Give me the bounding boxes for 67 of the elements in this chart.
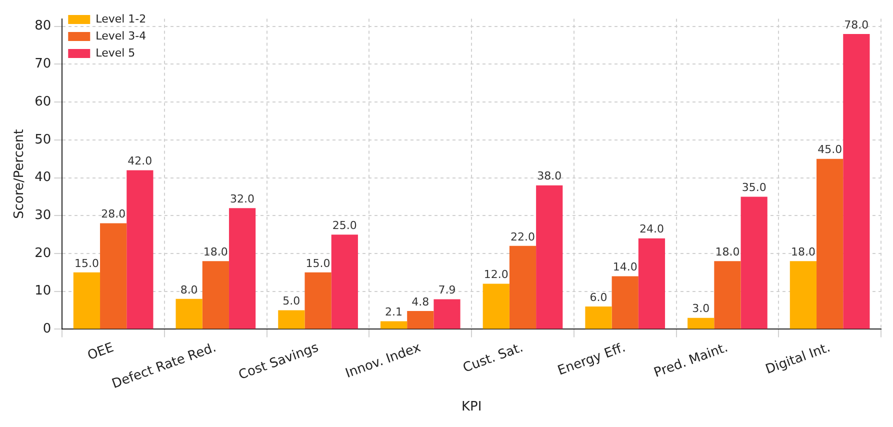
data-label: 14.0 <box>612 260 638 274</box>
data-label: 6.0 <box>590 290 608 304</box>
data-label: 15.0 <box>74 256 99 270</box>
data-label: 15.0 <box>306 256 330 270</box>
bar <box>816 158 844 329</box>
y-tick-label: 80 <box>34 18 52 34</box>
bar <box>482 284 510 329</box>
data-label: 4.8 <box>412 295 430 308</box>
bar <box>790 261 817 329</box>
data-label: 22.0 <box>510 230 535 244</box>
bar <box>278 310 305 329</box>
data-label: 12.0 <box>484 268 508 282</box>
bar <box>612 276 638 329</box>
y-tick-label: 10 <box>34 284 52 299</box>
data-label: 45.0 <box>818 143 842 156</box>
bar <box>202 261 229 329</box>
data-label: 5.0 <box>282 294 300 308</box>
bar <box>536 185 563 329</box>
y-axis-title: Score/Percent <box>12 129 28 219</box>
x-axis-title: KPI <box>461 400 482 415</box>
bar <box>331 234 358 329</box>
data-label: 18.0 <box>203 245 228 258</box>
bar <box>380 321 408 329</box>
data-label: 18.0 <box>715 245 740 258</box>
bar <box>407 311 434 329</box>
data-label: 78.0 <box>844 18 869 32</box>
y-tick-label: 20 <box>34 246 52 261</box>
bar <box>100 223 127 329</box>
bar <box>73 272 100 329</box>
data-label: 18.0 <box>790 245 816 258</box>
data-label: 42.0 <box>128 154 152 168</box>
bar <box>688 318 714 329</box>
y-tick-label: 40 <box>34 170 52 186</box>
bar <box>714 261 741 329</box>
bar <box>638 238 666 329</box>
x-tick-label: Innov. Index <box>344 340 424 382</box>
y-tick-label: 70 <box>34 56 52 72</box>
bar <box>434 299 460 329</box>
bar <box>176 298 202 329</box>
data-label: 8.0 <box>180 283 198 296</box>
data-label: 3.0 <box>692 302 710 316</box>
bar <box>509 246 536 329</box>
data-label: 24.0 <box>639 222 664 236</box>
bar <box>843 34 870 329</box>
bar <box>585 306 612 329</box>
legend-label: Level 1-2 <box>96 12 146 26</box>
data-label: 2.1 <box>385 306 403 319</box>
data-label: 7.9 <box>438 284 456 297</box>
bar <box>740 196 768 329</box>
y-tick-label: 0 <box>42 322 52 337</box>
bar <box>304 272 332 329</box>
data-label: 25.0 <box>332 218 357 232</box>
data-label: 35.0 <box>742 181 766 194</box>
y-tick-label: 50 <box>34 132 52 148</box>
bar <box>228 208 256 329</box>
legend-label: Level 3-4 <box>96 29 146 42</box>
legend-label: Level 5 <box>96 46 136 60</box>
x-tick-label: Pred. Maint. <box>652 340 730 381</box>
data-label: 28.0 <box>101 208 126 221</box>
data-label: 38.0 <box>537 170 562 183</box>
x-tick-label: Cust. Sat. <box>461 340 526 376</box>
y-tick-label: 30 <box>34 208 52 224</box>
x-tick-label: Energy Eff. <box>556 340 628 379</box>
data-label: 32.0 <box>230 192 255 206</box>
bar <box>126 170 154 329</box>
x-tick-label: OEE <box>86 340 116 364</box>
y-tick-label: 60 <box>34 94 52 110</box>
